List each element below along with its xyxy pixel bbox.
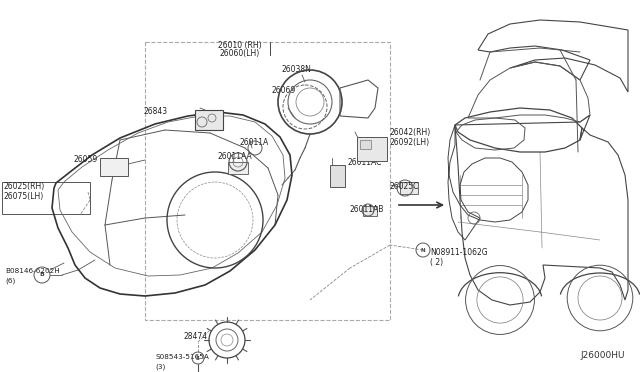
Text: 26011AC: 26011AC xyxy=(348,158,382,167)
Text: 26011AB: 26011AB xyxy=(350,205,385,214)
Text: 26025(RH): 26025(RH) xyxy=(4,182,45,191)
Text: N08911-1062G: N08911-1062G xyxy=(430,248,488,257)
Text: 26042(RH): 26042(RH) xyxy=(390,128,431,137)
Text: 26843: 26843 xyxy=(144,107,168,116)
Text: 26010 (RH): 26010 (RH) xyxy=(218,41,262,50)
Text: S: S xyxy=(196,356,200,360)
Text: 26092(LH): 26092(LH) xyxy=(390,138,430,147)
Bar xyxy=(330,165,345,187)
Bar xyxy=(100,158,128,176)
Text: B08146-6202H: B08146-6202H xyxy=(5,268,60,274)
Text: 26038N: 26038N xyxy=(282,65,312,74)
Text: (3): (3) xyxy=(155,364,165,371)
Text: S08543-5165A: S08543-5165A xyxy=(155,354,209,360)
Text: 26011AA: 26011AA xyxy=(218,152,253,161)
Text: 26075(LH): 26075(LH) xyxy=(4,192,44,201)
Bar xyxy=(145,42,390,320)
Text: J26000HU: J26000HU xyxy=(580,351,625,360)
Bar xyxy=(228,162,248,174)
Text: 26011A: 26011A xyxy=(240,138,269,147)
Text: B: B xyxy=(40,273,44,278)
Bar xyxy=(2,182,90,214)
FancyBboxPatch shape xyxy=(357,137,387,161)
Text: 26025C: 26025C xyxy=(390,182,419,191)
FancyBboxPatch shape xyxy=(360,140,371,148)
Text: 28474: 28474 xyxy=(184,332,208,341)
Bar xyxy=(363,206,377,216)
Text: 26059: 26059 xyxy=(74,155,98,164)
Text: N: N xyxy=(420,247,426,253)
Text: 26060(LH): 26060(LH) xyxy=(220,49,260,58)
Text: ( 2): ( 2) xyxy=(430,258,443,267)
Text: 26069: 26069 xyxy=(272,86,296,95)
Text: (6): (6) xyxy=(5,278,15,285)
Bar xyxy=(195,110,223,130)
Bar xyxy=(400,182,418,194)
